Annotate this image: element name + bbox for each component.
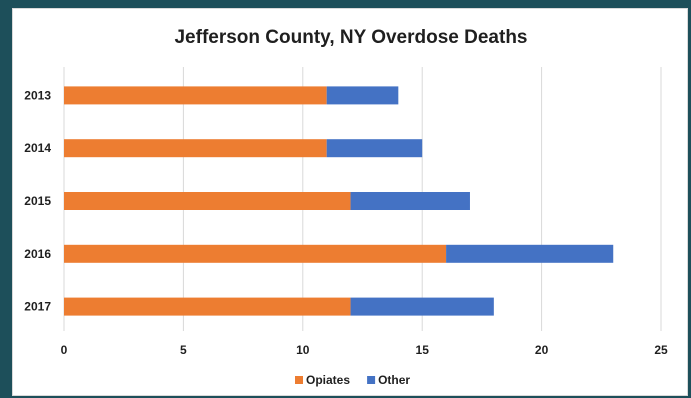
x-tick-label: 25 xyxy=(654,343,668,357)
x-tick-label: 15 xyxy=(416,343,430,357)
chart-area: Jefferson County, NY Overdose Deaths 201… xyxy=(12,8,688,396)
bar-opiates-2015 xyxy=(64,192,351,210)
legend-swatch-opiates xyxy=(295,376,303,384)
x-tick-label: 0 xyxy=(61,343,68,357)
y-tick-label: 2015 xyxy=(24,194,51,208)
legend-label-other: Other xyxy=(378,373,410,387)
y-tick-label: 2017 xyxy=(24,300,51,314)
bar-other-2017 xyxy=(350,297,494,316)
legend-label-opiates: Opiates xyxy=(306,373,350,387)
bar-opiates-2013 xyxy=(64,86,327,105)
x-tick-label: 10 xyxy=(296,343,310,357)
bar-opiates-2014 xyxy=(64,139,327,158)
x-tick-label: 5 xyxy=(180,343,187,357)
chart-title: Jefferson County, NY Overdose Deaths xyxy=(174,27,527,48)
y-tick-label: 2013 xyxy=(24,88,51,102)
bars xyxy=(64,86,614,316)
x-tick-label: 20 xyxy=(535,343,549,357)
bar-other-2016 xyxy=(446,244,614,263)
legend-swatch-other xyxy=(367,376,376,384)
y-tick-label: 2014 xyxy=(24,141,51,155)
bar-opiates-2016 xyxy=(64,244,447,263)
y-tick-label: 2016 xyxy=(24,247,51,261)
chart-canvas: Jefferson County, NY Overdose Deaths 201… xyxy=(24,27,668,387)
bar-other-2014 xyxy=(326,139,423,158)
x-axis-labels: 0 5 10 15 20 25 xyxy=(61,343,668,357)
legend: Opiates Other xyxy=(295,373,410,387)
y-axis-labels: 2013 2014 2015 2016 2017 xyxy=(24,88,51,313)
bar-opiates-2017 xyxy=(64,297,351,316)
bar-other-2015 xyxy=(350,192,470,210)
bar-other-2013 xyxy=(326,86,399,105)
